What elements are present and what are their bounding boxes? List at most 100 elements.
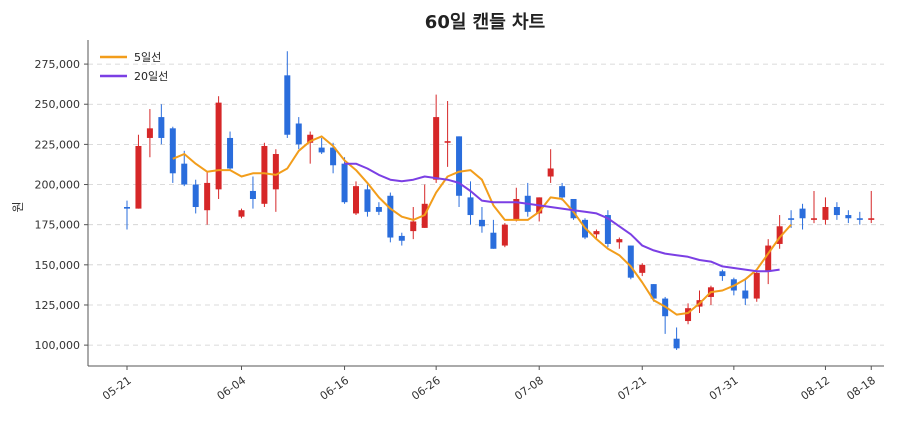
candle <box>421 184 428 228</box>
y-ticks: 100,000 125,000 150,000 175,000 200,000 225,0… <box>35 58 88 352</box>
candle-body <box>181 163 188 185</box>
candle-body <box>238 210 245 217</box>
candle-body <box>433 117 440 180</box>
candle <box>501 223 508 248</box>
candle-body <box>639 264 646 273</box>
candle <box>833 202 840 220</box>
candle <box>204 171 211 225</box>
candle <box>387 192 394 243</box>
candle <box>547 149 554 183</box>
candle-body <box>833 207 840 216</box>
candle-body <box>410 221 417 232</box>
grid-lines <box>88 63 884 346</box>
candle-body <box>490 232 497 249</box>
candle-body <box>650 284 657 299</box>
candle-body <box>295 123 302 145</box>
candle-body <box>822 207 829 220</box>
candle <box>261 142 268 208</box>
y-axis-label: 원 <box>11 201 25 212</box>
legend: 5일선 20일선 <box>100 50 168 83</box>
candle-body <box>868 218 875 220</box>
y-tick-label: 125,000 <box>35 299 81 312</box>
candles <box>124 51 875 350</box>
candle <box>513 187 520 222</box>
candle-body <box>249 190 256 199</box>
candle-body <box>719 271 726 277</box>
candle-body <box>593 231 600 235</box>
ma20-line <box>344 162 780 273</box>
candle-body <box>811 218 817 220</box>
candle-body <box>845 215 852 219</box>
candle-body <box>307 134 314 143</box>
legend-label-ma5: 5일선 <box>134 50 161 64</box>
candle-body <box>375 207 382 212</box>
x-tick-label: 07-21 <box>615 374 649 403</box>
candle <box>639 263 646 277</box>
x-tick-label: 07-08 <box>512 374 546 403</box>
candle <box>284 51 291 138</box>
axes <box>87 40 884 367</box>
candle <box>662 296 669 334</box>
candle <box>765 239 772 285</box>
candle <box>238 208 245 219</box>
y-tick-label: 275,000 <box>35 58 81 71</box>
candle <box>192 179 199 214</box>
candle-body <box>284 75 291 135</box>
candle <box>341 157 348 204</box>
x-ticks: 05-21 06-04 06-16 06-26 07-08 07-21 07-31 08-12… <box>100 366 878 403</box>
y-tick-label: 225,000 <box>35 138 81 151</box>
candle <box>742 279 749 305</box>
candle <box>868 190 875 224</box>
ma5-line <box>172 135 792 316</box>
candle-body <box>627 245 634 278</box>
candle <box>215 96 222 199</box>
candle-body <box>318 147 325 153</box>
candle-body <box>685 308 692 322</box>
candle-body <box>753 272 760 299</box>
candle-body <box>135 145 142 209</box>
candle <box>227 131 234 171</box>
moving-average-lines <box>172 135 792 316</box>
x-tick-label: 08-12 <box>799 374 833 403</box>
candle <box>822 197 829 225</box>
candle <box>398 232 405 246</box>
candle <box>353 181 359 216</box>
candle <box>318 137 325 155</box>
candle <box>124 200 130 230</box>
candle <box>524 182 531 217</box>
candle <box>593 229 600 240</box>
candle-body <box>788 218 795 220</box>
candle-body <box>559 186 566 198</box>
candle-body <box>192 184 199 208</box>
candle <box>616 237 623 249</box>
candle <box>467 181 474 225</box>
candle-body <box>398 235 405 241</box>
legend-label-ma20: 20일선 <box>134 69 168 83</box>
x-tick-label: 06-04 <box>215 374 249 403</box>
y-tick-label: 250,000 <box>35 98 81 111</box>
y-tick-label: 175,000 <box>35 219 81 232</box>
x-tick-label: 07-31 <box>707 374 741 403</box>
candle <box>181 150 188 187</box>
x-tick-label: 06-26 <box>409 374 443 403</box>
candle-body <box>776 226 783 244</box>
candle-body <box>856 218 863 220</box>
candle <box>135 134 142 209</box>
candle-body <box>765 245 772 272</box>
candle <box>627 245 634 280</box>
chart-title: 60일 캔들 차트 <box>425 12 545 33</box>
candle-body <box>204 182 211 211</box>
candle <box>444 101 451 167</box>
candle <box>272 149 279 212</box>
candle-body <box>604 215 611 244</box>
candle <box>375 202 382 216</box>
y-tick-label: 200,000 <box>35 179 81 192</box>
candle-body <box>513 198 520 220</box>
candle <box>410 207 417 240</box>
y-tick-label: 150,000 <box>35 259 81 272</box>
candle <box>776 215 783 249</box>
candle-body <box>341 163 348 203</box>
candle <box>433 94 440 183</box>
candle <box>753 271 760 302</box>
candle-body <box>261 145 268 204</box>
